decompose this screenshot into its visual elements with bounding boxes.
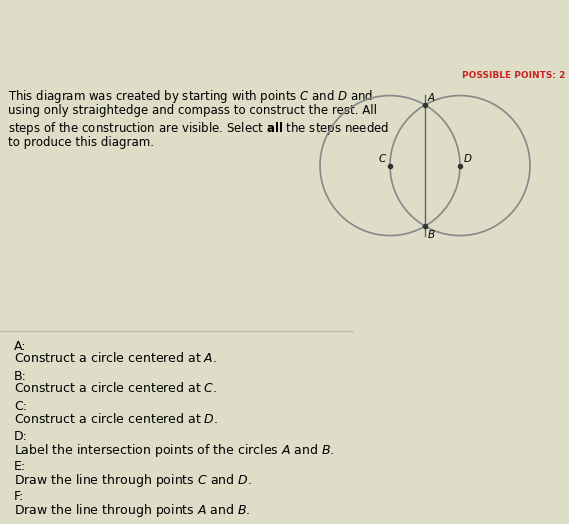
Text: $A$: $A$: [427, 91, 436, 103]
Text: Construct a circle centered at $C$.: Construct a circle centered at $C$.: [14, 381, 217, 396]
Text: D:: D:: [14, 430, 28, 443]
Text: F:: F:: [14, 490, 24, 503]
Text: using only straightedge and compass to construct the rest. All: using only straightedge and compass to c…: [8, 104, 377, 116]
Text: C:: C:: [14, 400, 27, 413]
Text: This diagram was created by starting with points $C$ and $D$ and: This diagram was created by starting wit…: [8, 88, 373, 105]
Text: $C$: $C$: [378, 151, 387, 163]
Text: Construct a circle centered at $D$.: Construct a circle centered at $D$.: [14, 411, 218, 425]
Text: B:: B:: [14, 370, 27, 383]
Text: Label the intersection points of the circles $A$ and $B$.: Label the intersection points of the cir…: [14, 442, 335, 458]
Text: A:: A:: [14, 340, 27, 353]
Text: POSSIBLE POINTS: 2: POSSIBLE POINTS: 2: [461, 71, 565, 80]
Text: $B$: $B$: [427, 228, 435, 240]
Text: E:: E:: [14, 460, 26, 473]
Text: Draw the line through points $C$ and $D$.: Draw the line through points $C$ and $D$…: [14, 472, 252, 489]
Text: $D$: $D$: [463, 151, 472, 163]
Text: to produce this diagram.: to produce this diagram.: [8, 136, 154, 149]
Text: Construct a circle centered at $A$.: Construct a circle centered at $A$.: [14, 352, 217, 365]
Text: Draw the line through points $A$ and $B$.: Draw the line through points $A$ and $B$…: [14, 501, 251, 519]
Text: steps of the construction are visible. Select $\mathbf{all}$ the steps needed: steps of the construction are visible. S…: [8, 119, 389, 137]
